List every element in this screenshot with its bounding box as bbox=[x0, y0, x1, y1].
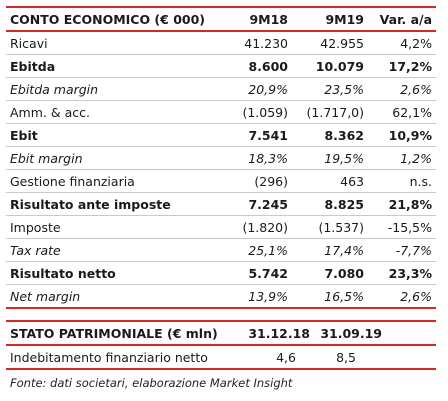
cell-value: 8.362 bbox=[324, 127, 364, 143]
table-row: Amm. & acc. (1.059) (1.717,0) 62,1% bbox=[6, 101, 436, 124]
table-row: Ebit 7.541 8.362 10,9% bbox=[6, 124, 436, 147]
cell-value: 5.742 bbox=[248, 265, 288, 281]
cell-value: 4,2% bbox=[400, 35, 432, 51]
cell-value: 4,6 bbox=[276, 349, 296, 365]
table-row: Risultato ante imposte 7.245 8.825 21,8% bbox=[6, 193, 436, 216]
cell-value: 17,2% bbox=[388, 58, 432, 74]
header-label: CONTO ECONOMICO (€ 000) bbox=[10, 11, 206, 27]
row-label: Ricavi bbox=[10, 35, 48, 51]
table-row: Ricavi 41.230 42.955 4,2% bbox=[6, 32, 436, 55]
row-label: Gestione finanziaria bbox=[10, 173, 135, 189]
cell-value: 18,3% bbox=[248, 150, 288, 166]
cell-value: 21,8% bbox=[388, 196, 432, 212]
header-9m19: 9M19 bbox=[325, 11, 364, 27]
cell-value: 463 bbox=[340, 173, 364, 189]
cell-value: 7.245 bbox=[248, 196, 288, 212]
row-label: Ebitda margin bbox=[10, 81, 99, 97]
header-31-12-18: 31.12.18 bbox=[248, 325, 310, 341]
cell-value: 13,9% bbox=[248, 288, 288, 304]
cell-value: 7.080 bbox=[324, 265, 364, 281]
balance-sheet-table: STATO PATRIMONIALE (€ mln) 31.12.18 31.0… bbox=[6, 320, 436, 370]
cell-value: 1,2% bbox=[400, 150, 432, 166]
table-row: Gestione finanziaria (296) 463 n.s. bbox=[6, 170, 436, 193]
row-label: Ebit margin bbox=[10, 150, 83, 166]
cell-value: (296) bbox=[254, 173, 288, 189]
header-31-09-19: 31.09.19 bbox=[320, 325, 382, 341]
cell-value: 20,9% bbox=[248, 81, 288, 97]
table-row: Ebitda 8.600 10.079 17,2% bbox=[6, 55, 436, 78]
balance-table-header: STATO PATRIMONIALE (€ mln) 31.12.18 31.0… bbox=[6, 320, 436, 346]
table-row: Ebit margin 18,3% 19,5% 1,2% bbox=[6, 147, 436, 170]
cell-value: 23,5% bbox=[324, 81, 364, 97]
balance-table-body: Indebitamento finanziario netto 4,6 8,5 bbox=[6, 346, 436, 370]
cell-value: 7.541 bbox=[248, 127, 288, 143]
table-row: Risultato netto 5.742 7.080 23,3% bbox=[6, 262, 436, 285]
cell-value: 2,6% bbox=[400, 81, 432, 97]
cell-value: (1.537) bbox=[318, 219, 364, 235]
cell-value: 8.825 bbox=[324, 196, 364, 212]
row-label: Tax rate bbox=[10, 242, 61, 258]
row-label: Indebitamento finanziario netto bbox=[10, 349, 208, 365]
income-table-body: Ricavi 41.230 42.955 4,2% Ebitda 8.600 10.079 1… bbox=[6, 32, 436, 309]
cell-value: 2,6% bbox=[400, 288, 432, 304]
cell-value: -7,7% bbox=[395, 242, 432, 258]
table-row: Indebitamento finanziario netto 4,6 8,5 bbox=[6, 346, 436, 368]
header-9m18: 9M18 bbox=[249, 11, 288, 27]
table-row: Net margin 13,9% 16,5% 2,6% bbox=[6, 285, 436, 309]
row-label: Amm. & acc. bbox=[10, 104, 90, 120]
income-statement-table: CONTO ECONOMICO (€ 000) 9M18 9M19 Var. a… bbox=[6, 6, 436, 309]
cell-value: 41.230 bbox=[244, 35, 288, 51]
cell-value: 25,1% bbox=[248, 242, 288, 258]
table-row: Ebitda margin 20,9% 23,5% 2,6% bbox=[6, 78, 436, 101]
table-row: Imposte (1.820) (1.537) -15,5% bbox=[6, 216, 436, 239]
cell-value: (1.717,0) bbox=[306, 104, 364, 120]
cell-value: 10.079 bbox=[315, 58, 364, 74]
cell-value: 16,5% bbox=[324, 288, 364, 304]
header-label: STATO PATRIMONIALE (€ mln) bbox=[10, 325, 218, 341]
header-var: Var. a/a bbox=[379, 11, 432, 27]
row-label: Net margin bbox=[10, 288, 81, 304]
row-label: Risultato ante imposte bbox=[10, 196, 171, 212]
cell-value: 19,5% bbox=[324, 150, 364, 166]
row-label: Imposte bbox=[10, 219, 61, 235]
cell-value: -15,5% bbox=[387, 219, 432, 235]
table-row: Tax rate 25,1% 17,4% -7,7% bbox=[6, 239, 436, 262]
cell-value: n.s. bbox=[409, 173, 432, 189]
cell-value: 42.955 bbox=[320, 35, 364, 51]
cell-value: 23,3% bbox=[388, 265, 432, 281]
row-label: Risultato netto bbox=[10, 265, 116, 281]
row-label: Ebitda bbox=[10, 58, 56, 74]
cell-value: 17,4% bbox=[324, 242, 364, 258]
cell-value: 8,5 bbox=[336, 349, 356, 365]
source-note: Fonte: dati societari, elaborazione Mark… bbox=[10, 376, 293, 390]
cell-value: 62,1% bbox=[392, 104, 432, 120]
cell-value: 10,9% bbox=[388, 127, 432, 143]
income-table-header: CONTO ECONOMICO (€ 000) 9M18 9M19 Var. a… bbox=[6, 6, 436, 32]
cell-value: (1.820) bbox=[242, 219, 288, 235]
cell-value: 8.600 bbox=[248, 58, 288, 74]
cell-value: (1.059) bbox=[242, 104, 288, 120]
row-label: Ebit bbox=[10, 127, 38, 143]
